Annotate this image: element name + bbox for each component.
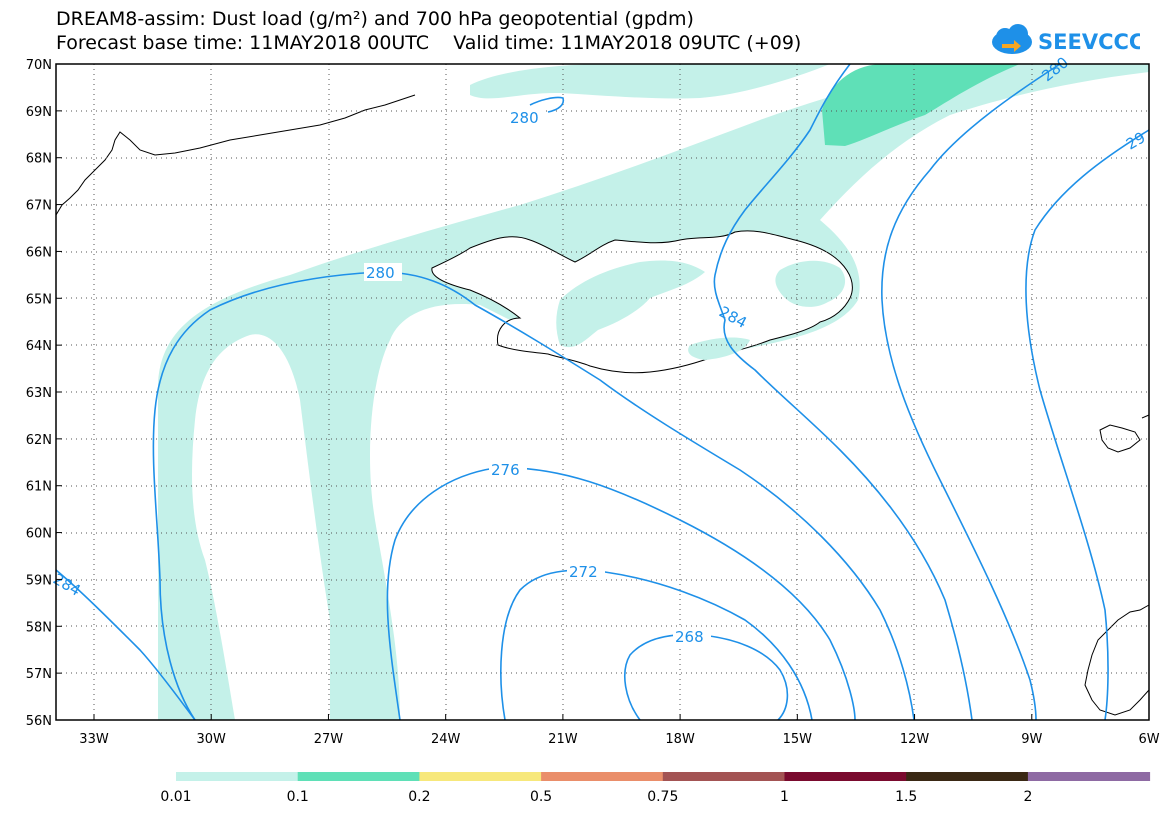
legend-swatch	[419, 772, 542, 781]
legend-label: 0.01	[160, 789, 191, 805]
cloud-icon	[992, 24, 1032, 54]
legend-label: 1	[780, 789, 789, 805]
legend-swatch	[541, 772, 664, 781]
lon-tick-label: 18W	[665, 732, 695, 747]
contour-label-276: 276	[491, 461, 520, 479]
lat-tick-label: 61N	[26, 480, 52, 495]
lon-tick-label: 27W	[314, 732, 344, 747]
faroe-coastline	[1099, 424, 1141, 453]
legend-swatch	[297, 772, 420, 781]
lon-tick-label: 15W	[783, 732, 813, 747]
contour-280-small	[529, 96, 565, 113]
scotland-coastline	[1084, 604, 1150, 716]
lat-tick-label: 59N	[26, 573, 52, 588]
lat-tick-label: 56N	[26, 714, 52, 729]
dust-over-iceland	[556, 260, 705, 348]
legend-label: 2	[1023, 789, 1032, 805]
dust-over-iceland-south	[688, 337, 750, 360]
legend-swatch	[1027, 772, 1151, 781]
dust-legend: 0.01 0.1 0.2 0.5 0.75 1 1.5 2	[160, 772, 1151, 805]
longitude-axis: 33W 30W 27W 24W 21W 18W 15W 12W 9W 6W	[79, 714, 1160, 747]
contour-label-280-north: 280	[510, 109, 539, 127]
contour-272	[500, 569, 813, 721]
plot-area	[56, 64, 1149, 720]
lat-tick-label: 67N	[26, 199, 52, 214]
norway-coastline	[1141, 414, 1150, 419]
legend-label: 1.5	[895, 789, 917, 805]
lat-tick-label: 70N	[26, 58, 52, 73]
lat-tick-label: 62N	[26, 433, 52, 448]
chart-subtitle: Forecast base time: 11MAY2018 00UTC Vali…	[56, 32, 802, 54]
dust-over-iceland-east	[775, 260, 846, 307]
lat-tick-label: 66N	[26, 245, 52, 260]
legend-swatch	[662, 772, 785, 781]
chart-title: DREAM8-assim: Dust load (g/m²) and 700 h…	[56, 8, 694, 30]
legend-label: 0.75	[647, 789, 678, 805]
greenland-coastline	[55, 94, 416, 216]
lon-tick-label: 6W	[1138, 732, 1159, 747]
legend-swatch	[906, 772, 1029, 781]
contour-29x-east	[1025, 129, 1150, 721]
legend-label: 0.5	[530, 789, 552, 805]
legend-label: 0.2	[408, 789, 430, 805]
contour-284-southwest	[55, 569, 196, 721]
lon-tick-label: 24W	[431, 732, 461, 747]
lat-tick-label: 63N	[26, 386, 52, 401]
contour-284-iceland	[713, 63, 973, 721]
lon-tick-label: 33W	[79, 732, 109, 747]
lat-tick-label: 64N	[26, 339, 52, 354]
legend-label: 0.1	[287, 789, 309, 805]
lon-tick-label: 9W	[1021, 732, 1042, 747]
latitude-axis: 70N 69N 68N 67N 66N 65N 64N 63N 62N 61N 60N 59N 58N 5…	[26, 58, 62, 729]
logo-text: SEEVCCC	[1038, 30, 1140, 54]
lon-tick-label: 21W	[548, 732, 578, 747]
seevccc-logo: SEEVCCC	[992, 24, 1140, 54]
contour-280-west	[152, 271, 915, 721]
contour-280-east	[881, 63, 1061, 721]
lat-tick-label: 69N	[26, 105, 52, 120]
contour-label-268: 268	[675, 628, 704, 646]
geopotential-contours	[55, 63, 1150, 721]
lat-tick-label: 60N	[26, 527, 52, 542]
legend-swatch	[176, 772, 299, 781]
lat-tick-label: 58N	[26, 620, 52, 635]
dust-band-north	[470, 64, 830, 99]
lat-tick-label: 65N	[26, 292, 52, 307]
dust-patch-north	[822, 64, 1020, 146]
lon-tick-label: 12W	[900, 732, 930, 747]
lon-tick-label: 30W	[197, 732, 227, 747]
contour-276	[386, 466, 856, 721]
contour-label-272: 272	[569, 563, 598, 581]
lat-tick-label: 57N	[26, 667, 52, 682]
legend-swatch	[784, 772, 907, 781]
contour-label-280-west: 280	[366, 264, 395, 282]
lat-tick-label: 68N	[26, 152, 52, 167]
